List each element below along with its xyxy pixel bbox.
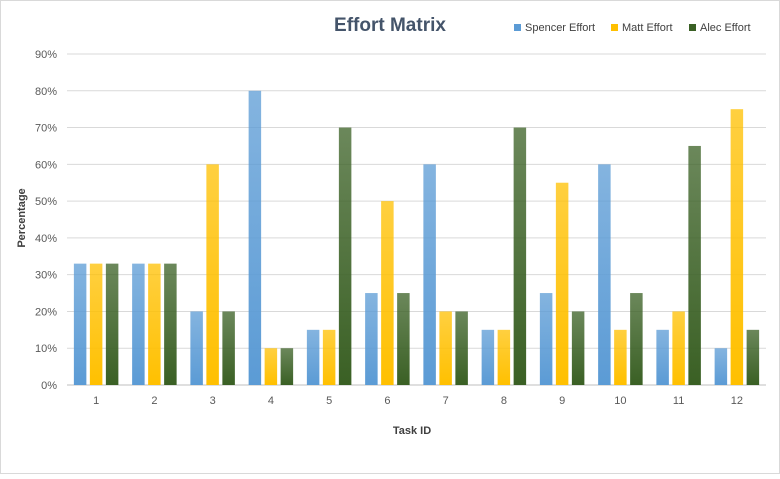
y-tick-label: 90% xyxy=(35,49,57,61)
bar-spencer-effort-task-1 xyxy=(73,263,87,385)
gridlines xyxy=(67,53,766,386)
legend-swatch-matt-effort xyxy=(611,24,618,31)
bar-alec-effort-task-5 xyxy=(338,127,352,386)
x-tick-label: 10 xyxy=(614,395,626,407)
bar-spencer-effort-task-12 xyxy=(714,348,728,385)
x-axis-title: Task ID xyxy=(393,425,431,437)
bar-alec-effort-task-4 xyxy=(280,348,294,385)
y-axis-title: Percentage xyxy=(16,188,28,247)
legend-label-alec-effort: Alec Effort xyxy=(700,22,751,34)
y-tick-label: 50% xyxy=(35,196,57,208)
x-tick-label: 9 xyxy=(559,395,565,407)
x-tick-label: 1 xyxy=(93,395,99,407)
bar-spencer-effort-task-6 xyxy=(365,293,378,385)
bar-matt-effort-task-7 xyxy=(439,311,452,385)
bar-spencer-effort-task-4 xyxy=(248,90,262,386)
y-tick-label: 20% xyxy=(35,306,57,318)
bar-spencer-effort-task-5 xyxy=(306,329,320,385)
x-tick-label: 6 xyxy=(384,395,390,407)
x-tick-label: 12 xyxy=(731,395,743,407)
legend: Spencer Effort Matt Effort Alec Effort xyxy=(514,22,751,34)
bar-matt-effort-task-12 xyxy=(730,109,744,386)
bar-spencer-effort-task-7 xyxy=(423,164,436,385)
y-tick-label: 80% xyxy=(35,86,57,98)
x-tick-label: 4 xyxy=(268,395,274,407)
y-tick-label: 10% xyxy=(35,343,57,355)
bar-spencer-effort-task-9 xyxy=(539,293,553,385)
y-axis-ticks: 0% 10% 20% 30% 40% 50% 60% 70% 80% 90% xyxy=(35,49,57,392)
x-tick-label: 3 xyxy=(210,395,216,407)
bar-spencer-effort-task-10 xyxy=(598,164,611,385)
bar-spencer-effort-task-2 xyxy=(132,263,145,385)
bar-spencer-effort-task-8 xyxy=(481,329,495,385)
bar-spencer-effort-task-11 xyxy=(656,329,669,385)
bar-matt-effort-task-3 xyxy=(206,164,219,385)
bar-alec-effort-task-6 xyxy=(397,293,410,385)
legend-label-spencer-effort: Spencer Effort xyxy=(525,22,595,34)
y-tick-label: 30% xyxy=(35,270,57,282)
bar-alec-effort-task-1 xyxy=(105,263,119,385)
bar-spencer-effort-task-3 xyxy=(190,311,203,385)
bar-alec-effort-task-10 xyxy=(630,293,643,385)
bar-alec-effort-task-12 xyxy=(746,329,760,385)
y-tick-label: 40% xyxy=(35,233,57,245)
legend-swatch-alec-effort xyxy=(689,24,696,31)
x-tick-label: 8 xyxy=(501,395,507,407)
bar-matt-effort-task-5 xyxy=(322,329,336,385)
bar-matt-effort-task-4 xyxy=(264,348,278,385)
x-tick-label: 5 xyxy=(326,395,332,407)
bar-alec-effort-task-7 xyxy=(455,311,468,385)
bar-alec-effort-task-2 xyxy=(164,263,177,385)
x-tick-label: 2 xyxy=(151,395,157,407)
x-tick-label: 11 xyxy=(673,395,684,407)
y-tick-label: 0% xyxy=(41,380,57,392)
bar-matt-effort-task-1 xyxy=(89,263,103,385)
y-tick-label: 60% xyxy=(35,159,57,171)
bar-alec-effort-task-9 xyxy=(571,311,585,385)
bar-matt-effort-task-6 xyxy=(381,201,394,385)
bar-matt-effort-task-2 xyxy=(148,263,161,385)
x-axis-ticks: 1 2 3 4 5 6 7 8 9 10 11 12 xyxy=(93,395,743,407)
bar-matt-effort-task-9 xyxy=(555,182,569,385)
bar-matt-effort-task-8 xyxy=(497,329,511,385)
y-tick-label: 70% xyxy=(35,123,57,135)
bars xyxy=(73,90,760,386)
x-tick-label: 7 xyxy=(443,395,449,407)
legend-swatch-spencer-effort xyxy=(514,24,521,31)
chart-title: Effort Matrix xyxy=(334,15,446,36)
legend-label-matt-effort: Matt Effort xyxy=(622,22,673,34)
bar-alec-effort-task-11 xyxy=(688,145,701,385)
bar-alec-effort-task-3 xyxy=(222,311,235,385)
bar-alec-effort-task-8 xyxy=(513,127,527,386)
bar-matt-effort-task-10 xyxy=(614,329,627,385)
bar-matt-effort-task-11 xyxy=(672,311,685,385)
